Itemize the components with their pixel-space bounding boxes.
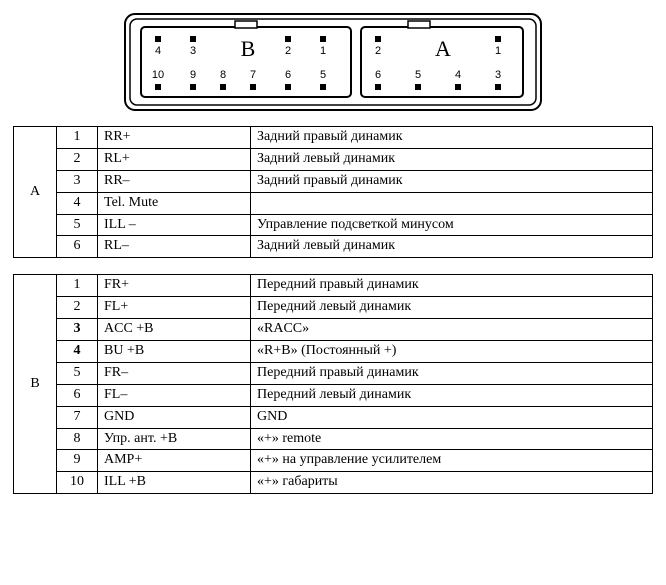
pin-signal: GND <box>98 406 251 428</box>
pin-description: Передний левый динамик <box>251 384 653 406</box>
pin-number: 6 <box>57 384 98 406</box>
table-row: 7GNDGND <box>14 406 653 428</box>
table-row: B1FR+Передний правый динамик <box>14 275 653 297</box>
pin-number: 2 <box>57 148 98 170</box>
pin-number: 4 <box>57 341 98 363</box>
pin-signal: FR– <box>98 362 251 384</box>
svg-text:1: 1 <box>320 45 326 57</box>
pin-description: Передний правый динамик <box>251 275 653 297</box>
svg-text:2: 2 <box>375 45 381 57</box>
svg-text:10: 10 <box>152 69 164 81</box>
pin-signal: RR– <box>98 170 251 192</box>
svg-text:5: 5 <box>415 69 421 81</box>
table-b: B1FR+Передний правый динамик2FL+Передний… <box>13 274 653 494</box>
pin-description: Задний левый динамик <box>251 236 653 258</box>
pin-signal: RL– <box>98 236 251 258</box>
pin-number: 1 <box>57 275 98 297</box>
pin-description: «+» remote <box>251 428 653 450</box>
pin-signal: BU +B <box>98 341 251 363</box>
pin-signal: RR+ <box>98 127 251 149</box>
pin-signal: AMP+ <box>98 450 251 472</box>
pin-signal: RL+ <box>98 148 251 170</box>
pin-signal: FR+ <box>98 275 251 297</box>
group-label: B <box>14 275 57 494</box>
pin-description: Передний левый динамик <box>251 297 653 319</box>
pin-signal: FL+ <box>98 297 251 319</box>
svg-text:4: 4 <box>155 45 161 57</box>
table-row: 8Упр. ант. +B«+» remote <box>14 428 653 450</box>
pin-number: 1 <box>57 127 98 149</box>
table-row: 2FL+Передний левый динамик <box>14 297 653 319</box>
table-row: A1RR+Задний правый динамик <box>14 127 653 149</box>
svg-text:2: 2 <box>285 45 291 57</box>
svg-text:1: 1 <box>495 45 501 57</box>
pin-number: 2 <box>57 297 98 319</box>
pin-number: 3 <box>57 319 98 341</box>
pin-signal: Tel. Mute <box>98 192 251 214</box>
pin-signal: Упр. ант. +B <box>98 428 251 450</box>
pin-signal: ILL +B <box>98 472 251 494</box>
svg-text:4: 4 <box>455 69 461 81</box>
connector-diagram: BA43212110987656543 <box>12 12 654 112</box>
svg-text:6: 6 <box>285 69 291 81</box>
table-row: 10ILL +B«+» габариты <box>14 472 653 494</box>
pin-number: 10 <box>57 472 98 494</box>
table-row: 5FR–Передний правый динамик <box>14 362 653 384</box>
pin-number: 6 <box>57 236 98 258</box>
pin-number: 3 <box>57 170 98 192</box>
svg-text:7: 7 <box>250 69 256 81</box>
svg-text:3: 3 <box>190 45 196 57</box>
pin-number: 4 <box>57 192 98 214</box>
svg-text:8: 8 <box>220 69 226 81</box>
svg-text:9: 9 <box>190 69 196 81</box>
table-row: 2RL+Задний левый динамик <box>14 148 653 170</box>
connector-svg: BA43212110987656543 <box>123 12 543 112</box>
pin-number: 7 <box>57 406 98 428</box>
table-row: 3ACC +B«RACC» <box>14 319 653 341</box>
pin-description <box>251 192 653 214</box>
pin-signal: ILL – <box>98 214 251 236</box>
table-row: 6FL–Передний левый динамик <box>14 384 653 406</box>
svg-text:B: B <box>241 36 256 61</box>
pin-description: «+» на управление усилителем <box>251 450 653 472</box>
pin-description: Передний правый динамик <box>251 362 653 384</box>
pin-description: Задний правый динамик <box>251 127 653 149</box>
pin-signal: FL– <box>98 384 251 406</box>
pin-description: Задний левый динамик <box>251 148 653 170</box>
pin-description: «R+B» (Постоянный +) <box>251 341 653 363</box>
table-a: A1RR+Задний правый динамик2RL+Задний лев… <box>13 126 653 258</box>
table-row: 4Tel. Mute <box>14 192 653 214</box>
group-label: A <box>14 127 57 258</box>
pin-signal: ACC +B <box>98 319 251 341</box>
table-row: 5ILL –Управление подсветкой минусом <box>14 214 653 236</box>
pin-number: 9 <box>57 450 98 472</box>
svg-text:5: 5 <box>320 69 326 81</box>
svg-text:A: A <box>435 36 451 61</box>
table-row: 9AMP+«+» на управление усилителем <box>14 450 653 472</box>
pin-number: 8 <box>57 428 98 450</box>
table-row: 3RR–Задний правый динамик <box>14 170 653 192</box>
pin-description: GND <box>251 406 653 428</box>
pin-description: Управление подсветкой минусом <box>251 214 653 236</box>
pin-number: 5 <box>57 362 98 384</box>
pin-description: «+» габариты <box>251 472 653 494</box>
pin-description: Задний правый динамик <box>251 170 653 192</box>
svg-text:6: 6 <box>375 69 381 81</box>
pin-description: «RACC» <box>251 319 653 341</box>
table-row: 6RL–Задний левый динамик <box>14 236 653 258</box>
svg-text:3: 3 <box>495 69 501 81</box>
table-row: 4BU +B«R+B» (Постоянный +) <box>14 341 653 363</box>
pin-number: 5 <box>57 214 98 236</box>
